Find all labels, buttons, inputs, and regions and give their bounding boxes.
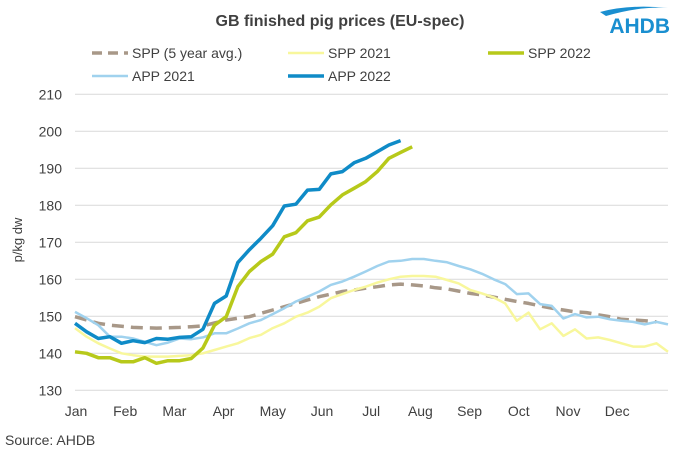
y-axis-label: p/kg dw [10,217,25,262]
y-tick-label: 160 [39,271,63,287]
legend-label: SPP (5 year avg.) [132,45,242,61]
series-line-spp-2021 [74,274,669,358]
y-axis: 130 140 150 160 170 180 190 200 210 [39,86,63,398]
y-tick-label: 200 [39,123,63,139]
logo-text: AHDB [609,15,670,38]
series-line-spp-2022 [74,145,413,366]
legend-label: SPP 2022 [528,45,591,61]
x-tick-label: May [260,403,286,419]
y-tick-label: 180 [39,197,63,213]
legend-item: SPP (5 year avg.) [92,45,242,61]
gridlines [75,93,668,391]
x-tick-label: Jun [311,403,334,419]
x-tick-label: Aug [408,403,433,419]
y-tick-label: 210 [39,86,63,102]
logo-swoosh-icon [600,6,668,17]
ahdb-logo: AHDB [600,6,670,38]
x-tick-label: Mar [162,403,186,419]
series-line-app-2022 [73,138,402,346]
x-axis: Jan Feb Mar Apr May Jun Jul Aug Sep Oct Nov Dec [65,403,630,419]
legend-item: SPP 2021 [288,45,391,61]
series-line-spp-5-year-avg [74,282,657,330]
x-tick-label: Dec [605,403,630,419]
series-line-app-2021 [74,257,669,347]
x-tick-label: Sep [457,403,482,419]
legend-item: SPP 2022 [488,45,591,61]
x-tick-label: Jan [65,403,88,419]
series-lines [73,138,669,366]
x-tick-label: Feb [113,403,137,419]
y-tick-label: 130 [39,382,63,398]
legend-label: APP 2022 [328,68,391,84]
legend-item: APP 2021 [92,68,195,84]
y-tick-label: 170 [39,234,63,250]
x-tick-label: Jul [362,403,380,419]
legend-label: APP 2021 [132,68,195,84]
legend-item: APP 2022 [288,68,391,84]
y-tick-label: 190 [39,160,63,176]
y-tick-label: 150 [39,308,63,324]
chart-title: GB finished pig prices (EU-spec) [216,13,465,30]
x-tick-label: Oct [508,403,530,419]
legend: SPP (5 year avg.) SPP 2021 SPP 2022 APP 202… [92,45,591,84]
x-tick-label: Nov [556,403,581,419]
legend-label: SPP 2021 [328,45,391,61]
y-tick-label: 140 [39,345,63,361]
x-tick-label: Apr [213,403,235,419]
source-note: Source: AHDB [5,432,95,448]
